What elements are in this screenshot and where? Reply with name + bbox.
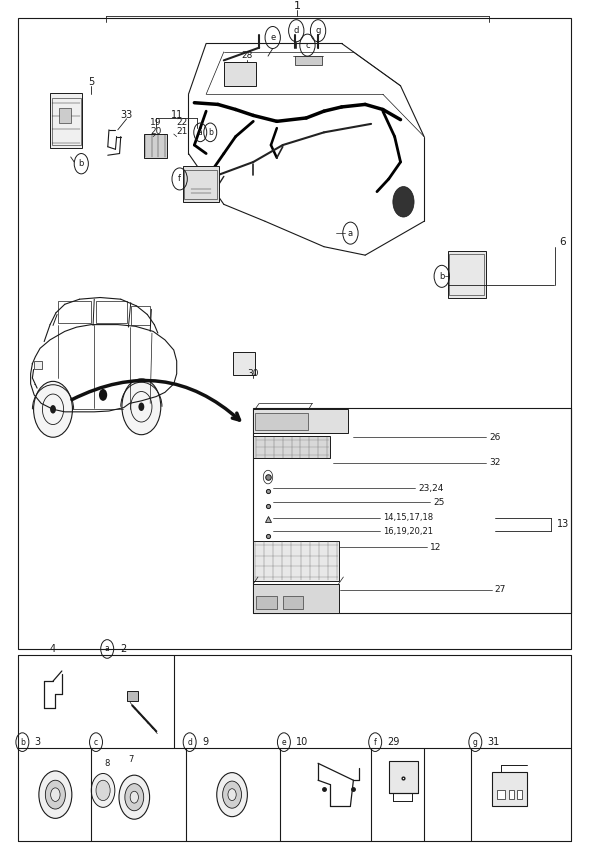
- Circle shape: [51, 788, 60, 801]
- Circle shape: [91, 773, 115, 807]
- Bar: [59, 108, 71, 123]
- Text: f: f: [374, 738, 376, 746]
- Text: c: c: [305, 41, 310, 50]
- Circle shape: [138, 403, 144, 411]
- Bar: [34, 361, 42, 370]
- Circle shape: [96, 780, 110, 801]
- Text: 4: 4: [50, 644, 56, 654]
- Text: 2: 2: [121, 644, 127, 654]
- Bar: [183, 166, 219, 202]
- Bar: [50, 93, 82, 148]
- Bar: [253, 408, 571, 612]
- Bar: [449, 254, 484, 295]
- Bar: [58, 301, 91, 323]
- Bar: [255, 413, 308, 431]
- Circle shape: [39, 771, 72, 818]
- Circle shape: [45, 780, 65, 809]
- Text: g: g: [473, 738, 478, 746]
- Bar: [283, 595, 303, 609]
- Bar: [131, 306, 150, 326]
- Text: 9: 9: [202, 737, 208, 747]
- Text: 30: 30: [247, 369, 259, 378]
- Text: b: b: [78, 159, 84, 168]
- Bar: [517, 790, 522, 799]
- Text: g: g: [315, 26, 321, 36]
- Bar: [253, 540, 339, 581]
- Bar: [233, 352, 255, 376]
- Text: 32: 32: [489, 458, 500, 467]
- Text: 27: 27: [495, 585, 506, 594]
- Text: 31: 31: [488, 737, 500, 747]
- Text: 3: 3: [34, 737, 40, 747]
- Text: 8: 8: [105, 759, 110, 767]
- Text: 13: 13: [557, 520, 569, 529]
- Text: 16,19,20,21: 16,19,20,21: [383, 527, 433, 536]
- Text: e: e: [282, 738, 286, 746]
- Bar: [389, 761, 418, 793]
- Bar: [492, 772, 527, 806]
- Text: 1: 1: [294, 1, 301, 11]
- Circle shape: [99, 389, 107, 401]
- Text: 12: 12: [430, 543, 441, 552]
- Text: 14,15,17,18: 14,15,17,18: [383, 513, 433, 522]
- Text: 26: 26: [489, 432, 500, 442]
- Bar: [448, 251, 486, 298]
- Circle shape: [119, 775, 150, 819]
- Circle shape: [34, 382, 72, 438]
- Bar: [127, 691, 138, 701]
- Text: 25: 25: [433, 498, 444, 507]
- Bar: [509, 790, 514, 799]
- Bar: [184, 170, 217, 199]
- Text: 33: 33: [121, 110, 133, 120]
- Text: a: a: [348, 229, 353, 237]
- Bar: [294, 56, 322, 64]
- Text: b: b: [20, 738, 25, 746]
- Bar: [224, 62, 256, 86]
- Bar: [96, 301, 127, 323]
- Bar: [253, 583, 339, 612]
- Text: d: d: [293, 26, 299, 36]
- Circle shape: [50, 405, 56, 414]
- Bar: [256, 595, 277, 609]
- Circle shape: [223, 781, 241, 808]
- Text: e: e: [270, 33, 275, 42]
- Text: 22: 22: [177, 118, 188, 126]
- Text: b: b: [208, 128, 213, 137]
- Bar: [18, 18, 571, 649]
- Circle shape: [393, 187, 414, 217]
- Text: b: b: [439, 272, 445, 281]
- Circle shape: [122, 379, 161, 435]
- Text: 5: 5: [88, 77, 94, 87]
- Text: 21: 21: [177, 127, 188, 136]
- Bar: [144, 134, 167, 158]
- Text: a: a: [198, 128, 203, 137]
- Text: 23,24: 23,24: [418, 483, 444, 493]
- Text: d: d: [187, 738, 192, 746]
- Text: 11: 11: [171, 110, 183, 120]
- Circle shape: [125, 784, 144, 811]
- Circle shape: [130, 791, 138, 803]
- Text: a: a: [105, 644, 110, 654]
- Circle shape: [217, 773, 247, 817]
- Text: 10: 10: [296, 737, 309, 747]
- Circle shape: [228, 789, 236, 801]
- Text: 29: 29: [388, 737, 400, 747]
- Text: 6: 6: [560, 237, 566, 248]
- Bar: [52, 98, 81, 145]
- Text: 28: 28: [241, 51, 253, 60]
- Bar: [253, 410, 348, 433]
- Bar: [253, 437, 330, 459]
- Text: 19: 19: [150, 118, 162, 126]
- Bar: [497, 790, 505, 799]
- Text: c: c: [94, 738, 98, 746]
- Text: 7: 7: [128, 756, 134, 764]
- Text: 20: 20: [150, 127, 161, 136]
- Text: f: f: [178, 175, 181, 183]
